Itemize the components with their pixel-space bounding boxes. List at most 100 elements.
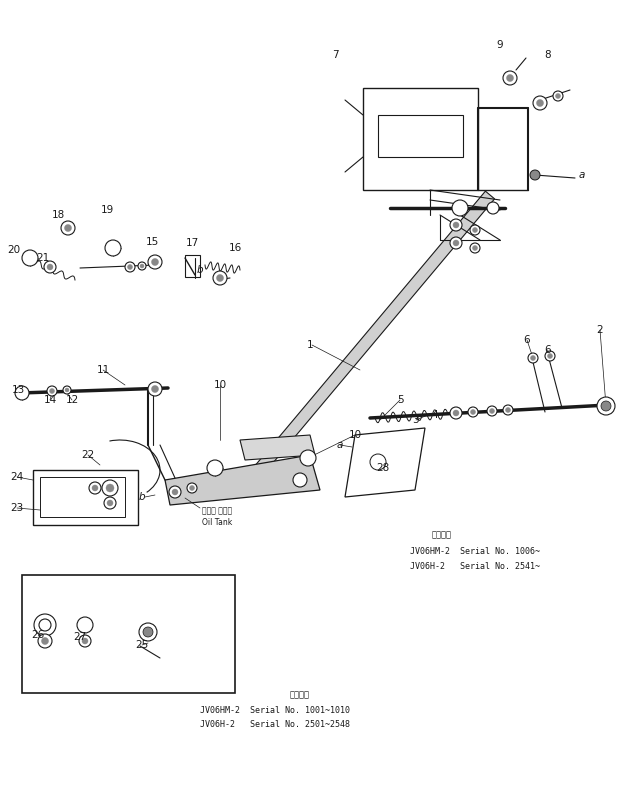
Circle shape [190,485,195,491]
Circle shape [107,500,113,506]
Text: 27: 27 [73,632,87,642]
Circle shape [61,221,75,235]
Text: 25: 25 [135,640,149,650]
Text: 10: 10 [348,430,362,440]
Circle shape [104,497,116,509]
Bar [378,115,463,157]
Text: オイル タンク: オイル タンク [202,506,232,515]
Circle shape [82,638,88,644]
Text: 10: 10 [214,380,227,390]
Circle shape [144,627,152,637]
Circle shape [89,482,101,494]
Text: 19: 19 [100,205,113,215]
Circle shape [597,397,615,415]
Text: 14: 14 [43,395,57,405]
Circle shape [172,489,178,495]
Circle shape [169,486,181,498]
Circle shape [151,385,159,392]
Text: 12: 12 [66,395,79,405]
Text: 22: 22 [81,450,94,460]
Circle shape [63,386,71,394]
Circle shape [472,246,478,250]
Circle shape [207,460,223,476]
Circle shape [487,202,499,214]
Circle shape [22,250,38,266]
Text: 適用号機: 適用号機 [432,530,452,539]
Circle shape [537,100,544,107]
Circle shape [545,351,555,361]
Text: 26: 26 [32,630,45,640]
Bar [40,477,125,517]
Text: 15: 15 [146,237,159,247]
Circle shape [138,262,146,270]
Circle shape [105,240,121,256]
Circle shape [530,356,536,360]
Text: 20: 20 [8,245,21,255]
Circle shape [503,405,513,415]
Text: Oil Tank: Oil Tank [202,518,232,527]
Circle shape [450,407,462,419]
Circle shape [470,225,480,235]
Circle shape [553,91,563,101]
Circle shape [15,386,29,400]
Circle shape [50,389,55,393]
Text: JV06HM-2  Serial No. 1006~: JV06HM-2 Serial No. 1006~ [410,547,540,556]
Polygon shape [165,455,320,505]
Text: JV06HM-2  Serial No. 1001~1010: JV06HM-2 Serial No. 1001~1010 [200,706,350,715]
Text: 18: 18 [52,210,65,220]
Text: b: b [139,492,146,502]
Text: 5: 5 [397,395,403,405]
Circle shape [42,637,49,644]
Text: JV06H-2   Serial No. 2501~2548: JV06H-2 Serial No. 2501~2548 [200,720,350,729]
Circle shape [140,264,144,268]
Text: 1: 1 [307,340,313,350]
Circle shape [530,170,540,180]
Circle shape [213,271,227,285]
Text: 23: 23 [10,503,24,513]
Circle shape [44,261,56,273]
Circle shape [148,382,162,396]
Circle shape [471,410,476,414]
Circle shape [143,627,153,637]
Text: 17: 17 [185,238,198,248]
Text: 9: 9 [496,40,503,50]
Text: a: a [337,440,343,450]
Circle shape [139,623,157,641]
Text: 13: 13 [11,385,25,395]
Circle shape [64,225,71,232]
Circle shape [151,258,159,265]
Circle shape [503,71,517,85]
Bar [33,470,138,525]
Circle shape [547,353,553,359]
Text: 2: 2 [597,325,604,335]
Circle shape [453,222,459,228]
Text: 28: 28 [376,463,389,473]
Circle shape [472,228,478,232]
Text: JV06H-2   Serial No. 2541~: JV06H-2 Serial No. 2541~ [410,562,540,571]
Circle shape [148,255,162,269]
Text: a: a [579,170,585,180]
Text: 適用号機: 適用号機 [290,690,310,699]
Text: 16: 16 [228,243,242,253]
Text: 11: 11 [96,365,110,375]
Text: 8: 8 [545,50,551,60]
Circle shape [452,200,468,216]
Text: b: b [197,265,203,275]
Circle shape [77,617,93,633]
Circle shape [453,410,459,416]
Circle shape [533,96,547,110]
Bar [185,255,200,277]
Circle shape [127,265,132,269]
Text: 21: 21 [37,253,50,263]
Text: 6: 6 [545,345,551,355]
Polygon shape [240,435,315,460]
Circle shape [507,75,513,82]
Circle shape [92,485,98,491]
Circle shape [450,237,462,249]
Circle shape [470,243,480,253]
Circle shape [79,635,91,647]
Circle shape [370,454,386,470]
Circle shape [293,473,307,487]
Circle shape [125,262,135,272]
Circle shape [102,480,118,496]
